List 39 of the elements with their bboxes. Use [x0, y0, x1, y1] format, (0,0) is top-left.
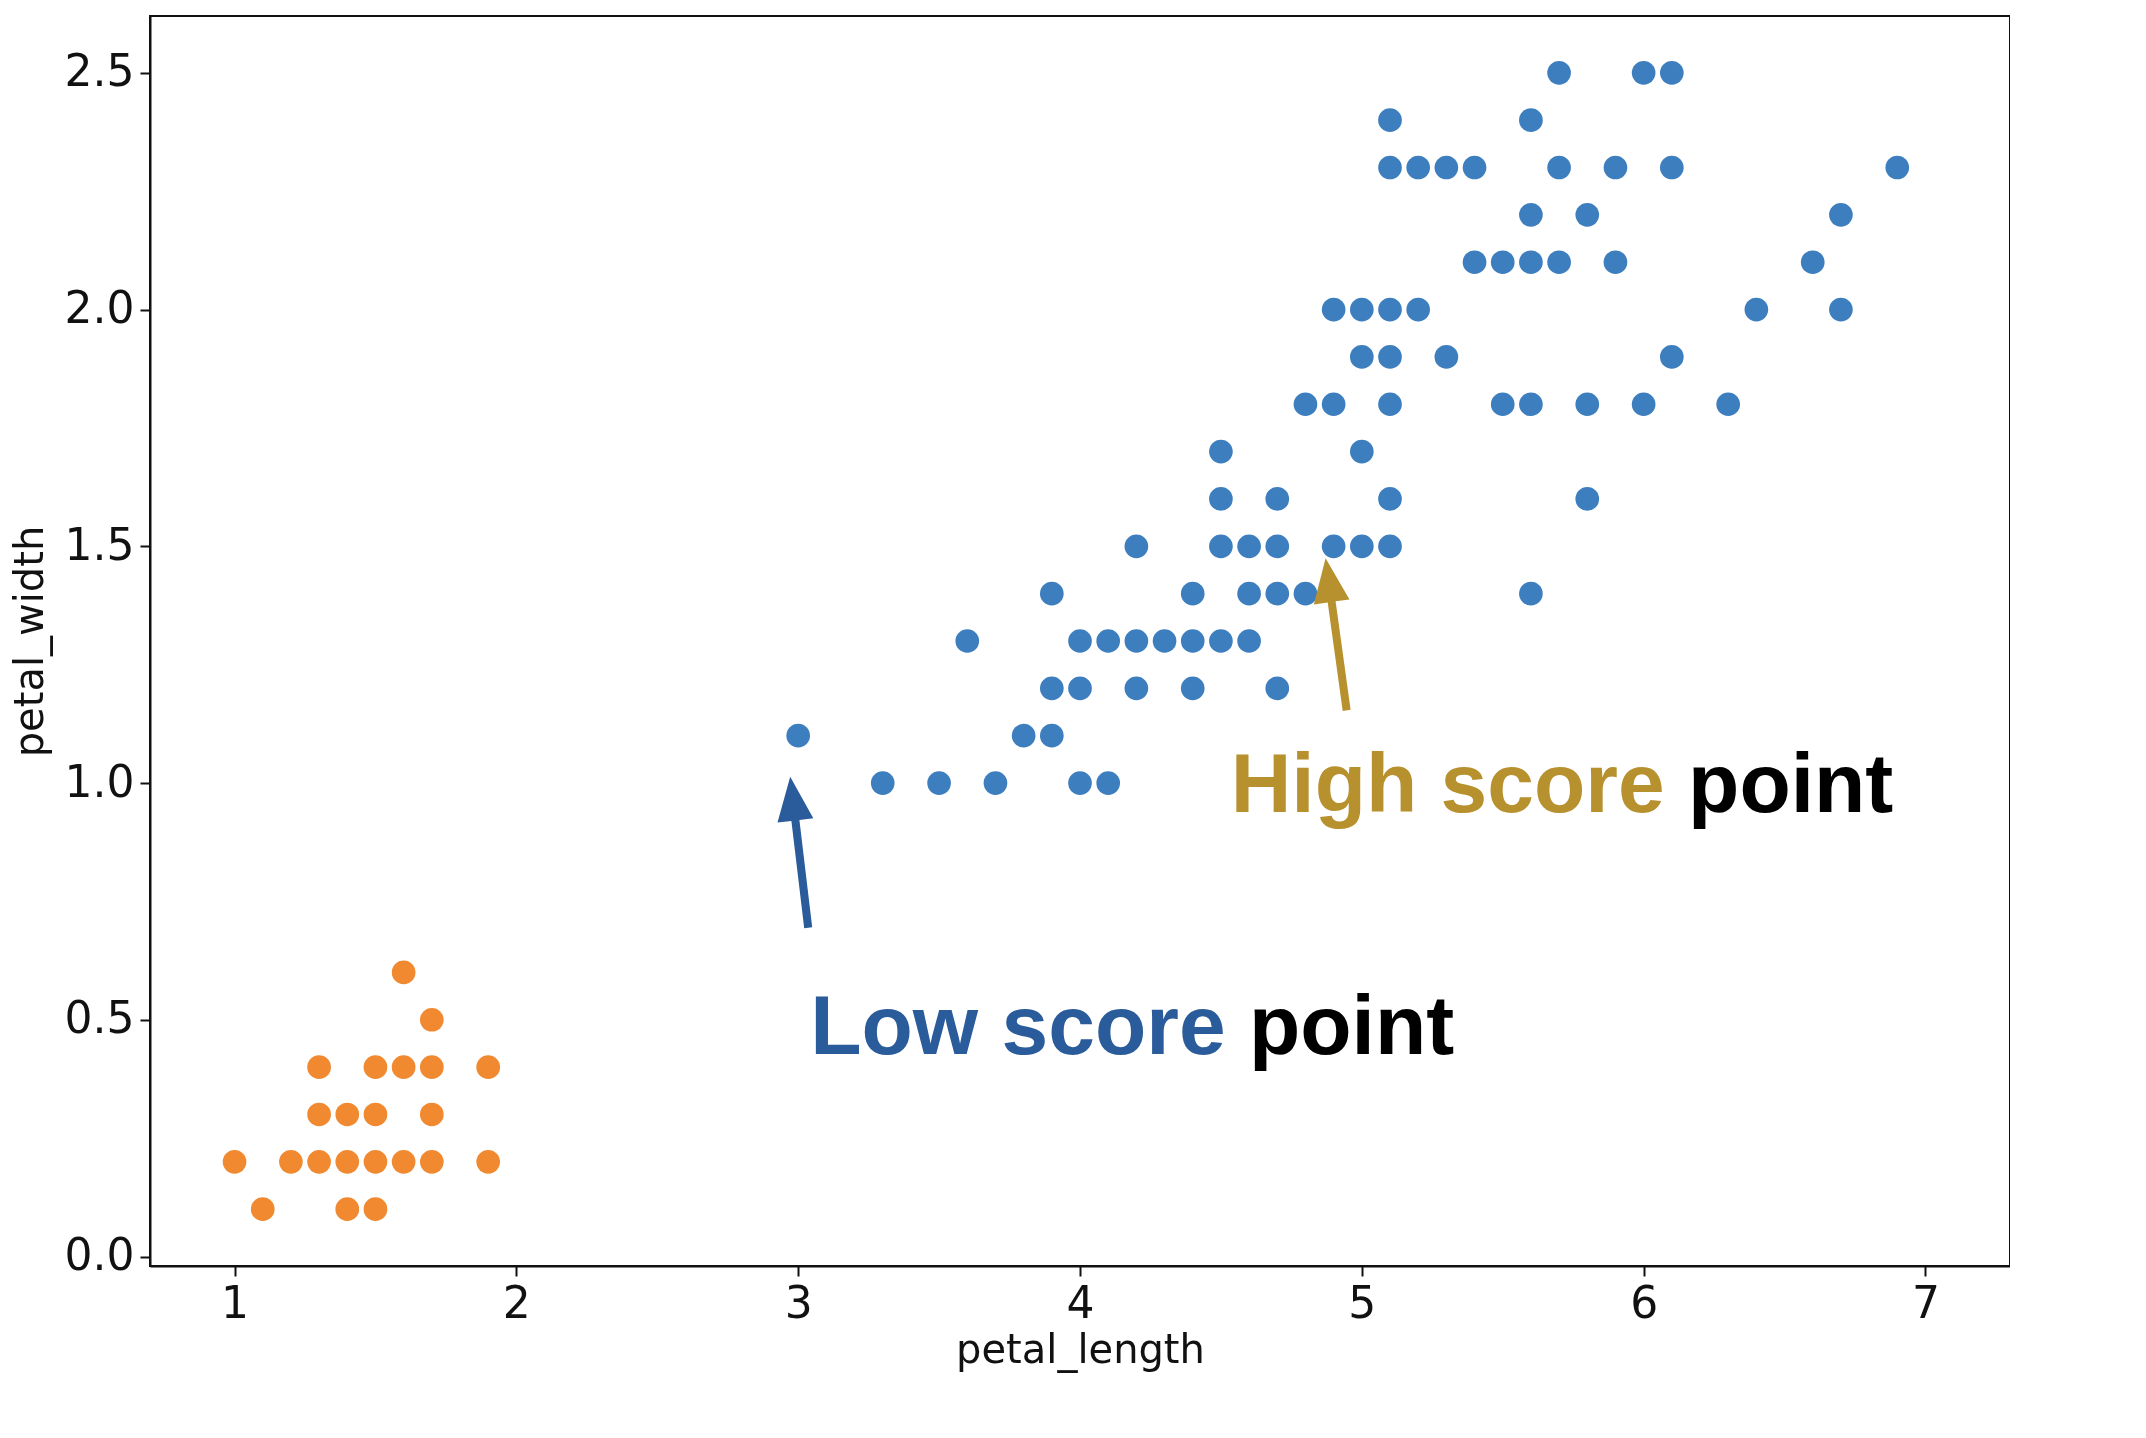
x-tick-label: 2 — [502, 1276, 531, 1328]
point — [391, 1055, 416, 1079]
point — [307, 1102, 331, 1127]
point — [222, 1150, 247, 1174]
y-tick-label: 0.0 — [64, 1229, 135, 1281]
x-tick-label: 4 — [1066, 1276, 1095, 1328]
y-tick-label: 1.5 — [64, 518, 135, 570]
y-tick-label: 0.5 — [64, 992, 135, 1044]
y-tick-label: 2.5 — [64, 45, 135, 97]
point — [363, 1197, 388, 1221]
point — [279, 1150, 303, 1174]
point — [335, 1102, 360, 1127]
y-tick-label: 1.0 — [64, 755, 135, 807]
point — [419, 1055, 444, 1079]
point — [476, 1055, 501, 1079]
y-tick-label: 2.0 — [64, 282, 135, 334]
x-tick-label: 7 — [1911, 1276, 1940, 1328]
point — [363, 1055, 388, 1079]
point — [419, 1150, 444, 1174]
point — [335, 1150, 360, 1174]
point — [391, 1150, 416, 1174]
annotation: Low score point — [810, 977, 1455, 1072]
point — [307, 1055, 331, 1079]
x-axis-title: petal_length — [956, 1325, 1205, 1373]
annotation: High score point — [1230, 736, 1894, 831]
point — [476, 1150, 501, 1174]
point — [250, 1197, 275, 1221]
x-tick-label: 5 — [1348, 1276, 1377, 1328]
point — [307, 1150, 331, 1174]
point — [335, 1197, 360, 1221]
x-tick-label: 6 — [1630, 1276, 1659, 1328]
point — [419, 1007, 444, 1032]
point — [419, 1102, 444, 1127]
point — [363, 1102, 388, 1127]
point — [363, 1150, 388, 1174]
point — [391, 960, 416, 985]
x-tick-label: 3 — [784, 1276, 813, 1328]
y-axis-title: petal_width — [5, 525, 53, 758]
x-tick-label: 1 — [221, 1276, 250, 1328]
